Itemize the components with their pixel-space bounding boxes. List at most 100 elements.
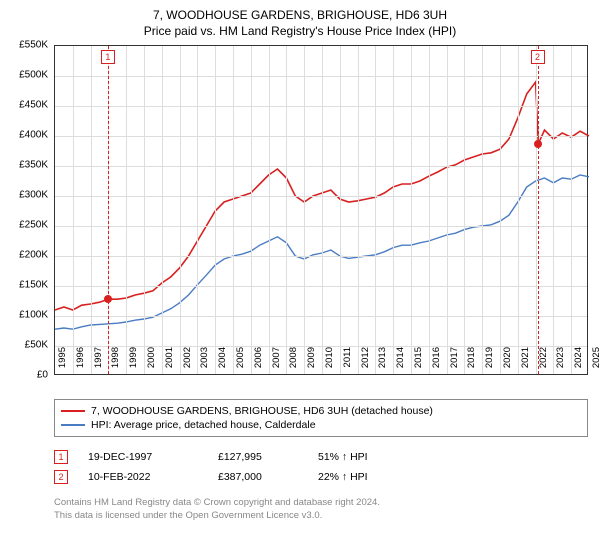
y-axis-label: £450K [19,100,48,111]
x-axis-label: 2005 [235,347,246,377]
x-axis-label: 2021 [520,347,531,377]
gridline-v [429,46,430,374]
x-axis-label: 2014 [395,347,406,377]
y-axis-label: £50K [25,340,48,351]
sale-row-badge: 1 [54,450,68,464]
gridline-h [55,316,587,317]
gridline-v [162,46,163,374]
gridline-v [500,46,501,374]
x-axis-label: 1995 [57,347,68,377]
line-series-svg [55,46,587,374]
x-axis-label: 2007 [271,347,282,377]
x-axis-label: 2000 [146,347,157,377]
chart-area: 12 £0£50K£100K£150K£200K£250K£300K£350K£… [12,45,588,391]
gridline-v [269,46,270,374]
gridline-v [375,46,376,374]
gridline-v [553,46,554,374]
gridline-h [55,226,587,227]
legend-row-blue: HPI: Average price, detached house, Cald… [61,418,581,432]
plot-area: 12 [54,45,588,375]
legend-label-red: 7, WOODHOUSE GARDENS, BRIGHOUSE, HD6 3UH… [91,405,433,417]
sales-row: 119-DEC-1997£127,99551% ↑ HPI [54,447,588,467]
x-axis-label: 2004 [217,347,228,377]
sale-marker-badge: 1 [101,50,115,64]
gridline-v [286,46,287,374]
y-axis-label: £200K [19,250,48,261]
legend-swatch-blue [61,424,85,426]
title-line-1: 7, WOODHOUSE GARDENS, BRIGHOUSE, HD6 3UH [153,8,447,22]
sales-table: 119-DEC-1997£127,99551% ↑ HPI210-FEB-202… [54,447,588,487]
x-axis-label: 2003 [199,347,210,377]
gridline-h [55,256,587,257]
sale-row-pct: 22% ↑ HPI [318,471,408,483]
gridline-v [215,46,216,374]
y-axis-label: £400K [19,130,48,141]
x-axis-label: 2001 [164,347,175,377]
x-axis-label: 2015 [413,347,424,377]
gridline-v [251,46,252,374]
gridline-v [358,46,359,374]
gridline-v [126,46,127,374]
y-axis-label: £550K [19,40,48,51]
gridline-h [55,136,587,137]
legend-swatch-red [61,410,85,412]
gridline-h [55,76,587,77]
gridline-v [144,46,145,374]
gridline-v [482,46,483,374]
gridline-v [197,46,198,374]
footer-line-2: This data is licensed under the Open Gov… [54,510,322,521]
y-axis-label: £500K [19,70,48,81]
x-axis-label: 2013 [377,347,388,377]
footer-line-1: Contains HM Land Registry data © Crown c… [54,497,380,508]
x-axis-label: 2002 [182,347,193,377]
gridline-h [55,106,587,107]
x-axis-label: 1998 [110,347,121,377]
gridline-v [571,46,572,374]
sale-marker-badge: 2 [531,50,545,64]
sale-marker-line [108,46,109,374]
y-axis-label: £150K [19,280,48,291]
x-axis-label: 2017 [449,347,460,377]
gridline-v [233,46,234,374]
y-axis-label: £350K [19,160,48,171]
x-axis-label: 2019 [484,347,495,377]
legend: 7, WOODHOUSE GARDENS, BRIGHOUSE, HD6 3UH… [54,399,588,437]
gridline-v [518,46,519,374]
sale-row-price: £387,000 [218,471,298,483]
x-axis-label: 2011 [342,347,353,377]
gridline-h [55,286,587,287]
sale-data-point [534,140,542,148]
gridline-v [393,46,394,374]
legend-label-blue: HPI: Average price, detached house, Cald… [91,419,316,431]
sales-row: 2 10-FEB-2022 £387,000 22% ↑ HPI [54,467,588,487]
y-axis-label: £100K [19,310,48,321]
sale-data-point [104,295,112,303]
y-axis-label: £250K [19,220,48,231]
x-axis-label: 1996 [75,347,86,377]
x-axis-label: 2022 [538,347,549,377]
x-axis-label: 2010 [324,347,335,377]
y-axis-label: £0 [37,370,48,381]
sale-row-date: 10-FEB-2022 [88,471,198,483]
gridline-v [536,46,537,374]
x-axis-label: 2023 [555,347,566,377]
sale-row-badge: 2 [54,470,68,484]
x-axis-label: 1999 [128,347,139,377]
gridline-v [340,46,341,374]
x-axis-label: 2016 [431,347,442,377]
gridline-v [322,46,323,374]
x-axis-label: 2008 [288,347,299,377]
x-axis-label: 2024 [573,347,584,377]
sale-row-price: £127,995 [218,451,298,463]
legend-row-red: 7, WOODHOUSE GARDENS, BRIGHOUSE, HD6 3UH… [61,404,581,418]
x-axis-label: 2009 [306,347,317,377]
chart-container: 7, WOODHOUSE GARDENS, BRIGHOUSE, HD6 3UH… [0,0,600,560]
x-axis-label: 2012 [360,347,371,377]
sale-row-pct: 51% ↑ HPI [318,451,408,463]
x-axis-label: 2025 [591,347,600,377]
title-line-2: Price paid vs. HM Land Registry's House … [144,24,456,38]
x-axis-label: 2018 [466,347,477,377]
sale-marker-line [538,46,539,374]
gridline-h [55,196,587,197]
x-axis-label: 2006 [253,347,264,377]
